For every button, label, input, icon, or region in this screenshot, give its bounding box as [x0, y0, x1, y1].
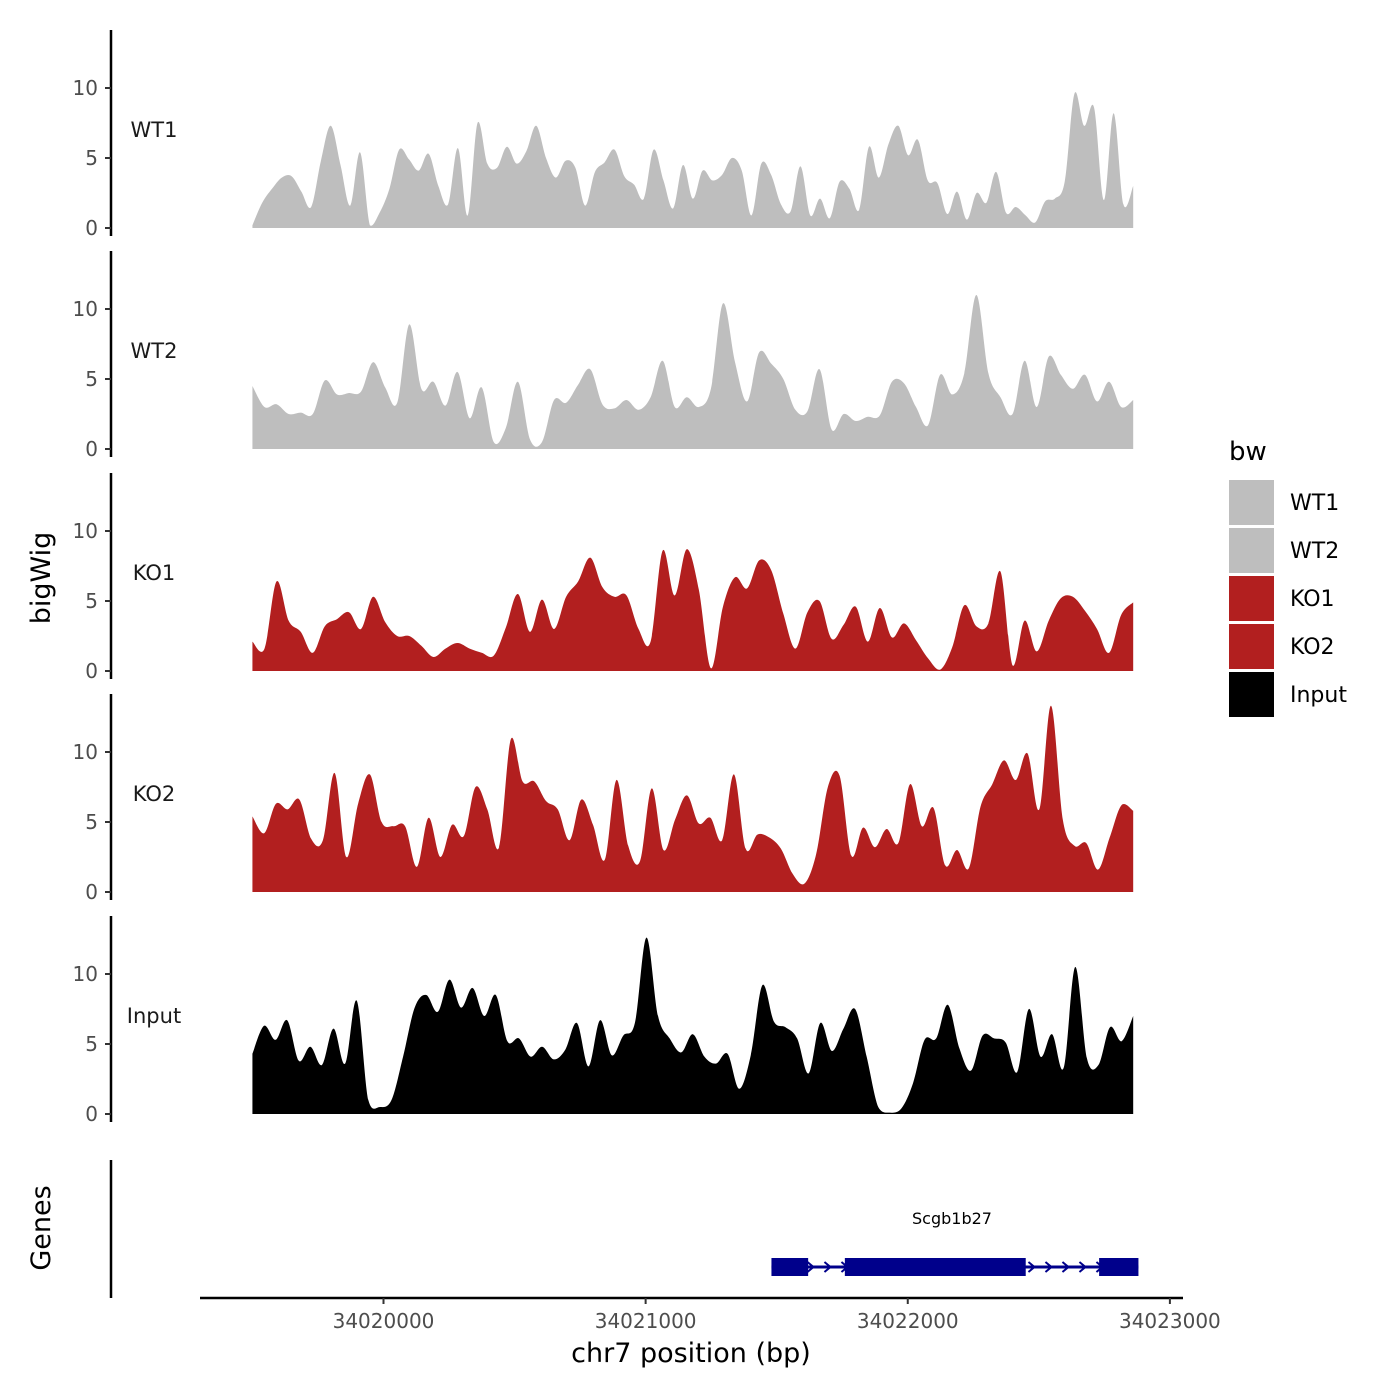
legend-key-wt2 [1229, 528, 1274, 573]
track-ko1: 0 5 10 KO1 [73, 473, 1134, 683]
strand-arrow [1061, 1261, 1071, 1273]
gene-exon [771, 1258, 809, 1276]
y-tick-label: 5 [85, 589, 98, 613]
y-tick-label: 5 [85, 1032, 98, 1056]
signal-area-input [252, 937, 1134, 1114]
legend-label-ko2: KO2 [1290, 635, 1335, 660]
track-label-ko1: KO1 [133, 561, 176, 585]
y-tick-label: 5 [85, 810, 98, 834]
x-axis-title: chr7 position (bp) [571, 1338, 811, 1369]
signal-tracks: 0 5 10 WT1 0 5 10 WT2 0 5 10 KO1 0 5 10 KO2 0 5 10 Input [73, 30, 1134, 1126]
legend-label-wt2: WT2 [1290, 539, 1339, 564]
signal-area-wt2 [252, 295, 1134, 449]
gene-model [771, 1258, 1139, 1276]
x-axis: 34020000 34021000 34022000 34023000 chr7 po… [200, 1296, 1221, 1369]
track-label-wt1: WT1 [131, 118, 178, 142]
track-ko2: 0 5 10 KO2 [73, 694, 1134, 904]
y-tick-label: 10 [73, 76, 98, 100]
legend-key-wt1 [1229, 480, 1274, 525]
y-tick-label: 5 [85, 146, 98, 170]
track-label-ko2: KO2 [133, 782, 176, 806]
strand-arrow [1078, 1261, 1088, 1273]
gene-exon [1099, 1258, 1139, 1276]
y-tick-label: 0 [85, 659, 98, 683]
y-tick-label: 10 [73, 962, 98, 986]
legend-label-ko1: KO1 [1290, 587, 1335, 612]
y-tick-label: 10 [73, 740, 98, 764]
legend-key-ko1 [1229, 576, 1274, 621]
x-tick-label: 34020000 [333, 1309, 435, 1333]
legend-key-input [1229, 672, 1274, 717]
strand-arrow [1027, 1261, 1037, 1273]
y-tick-label: 0 [85, 1102, 98, 1126]
strand-arrow [1044, 1261, 1054, 1273]
y-axis-title: bigWig [26, 532, 57, 625]
genes-panel: Genes Scgb1b27 [26, 1160, 1139, 1298]
y-tick-label: 10 [73, 297, 98, 321]
track-input: 0 5 10 Input [73, 916, 1134, 1126]
y-tick-label: 10 [73, 519, 98, 543]
x-tick-label: 34022000 [857, 1309, 959, 1333]
signal-area-wt1 [252, 92, 1134, 228]
track-label-wt2: WT2 [131, 339, 178, 363]
signal-area-ko1 [252, 549, 1134, 671]
genes-axis-title: Genes [26, 1185, 57, 1270]
y-tick-label: 0 [85, 437, 98, 461]
track-wt1: 0 5 10 WT1 [73, 30, 1134, 240]
legend: bw WT1 WT2 KO1 KO2 Input [1229, 437, 1347, 717]
y-tick-label: 5 [85, 367, 98, 391]
legend-key-ko2 [1229, 624, 1274, 669]
signal-area-ko2 [252, 705, 1134, 892]
strand-arrow [806, 1261, 816, 1273]
gene-exon [844, 1258, 1026, 1276]
legend-title: bw [1229, 437, 1267, 467]
y-tick-label: 0 [85, 880, 98, 904]
gene-label: Scgb1b27 [912, 1209, 992, 1228]
y-tick-label: 0 [85, 216, 98, 240]
x-tick-label: 34021000 [595, 1309, 697, 1333]
x-tick-label: 34023000 [1119, 1309, 1221, 1333]
strand-arrow [823, 1261, 833, 1273]
legend-label-wt1: WT1 [1290, 491, 1339, 516]
track-wt2: 0 5 10 WT2 [73, 251, 1134, 461]
track-label-input: Input [127, 1004, 181, 1028]
legend-label-input: Input [1290, 683, 1347, 708]
